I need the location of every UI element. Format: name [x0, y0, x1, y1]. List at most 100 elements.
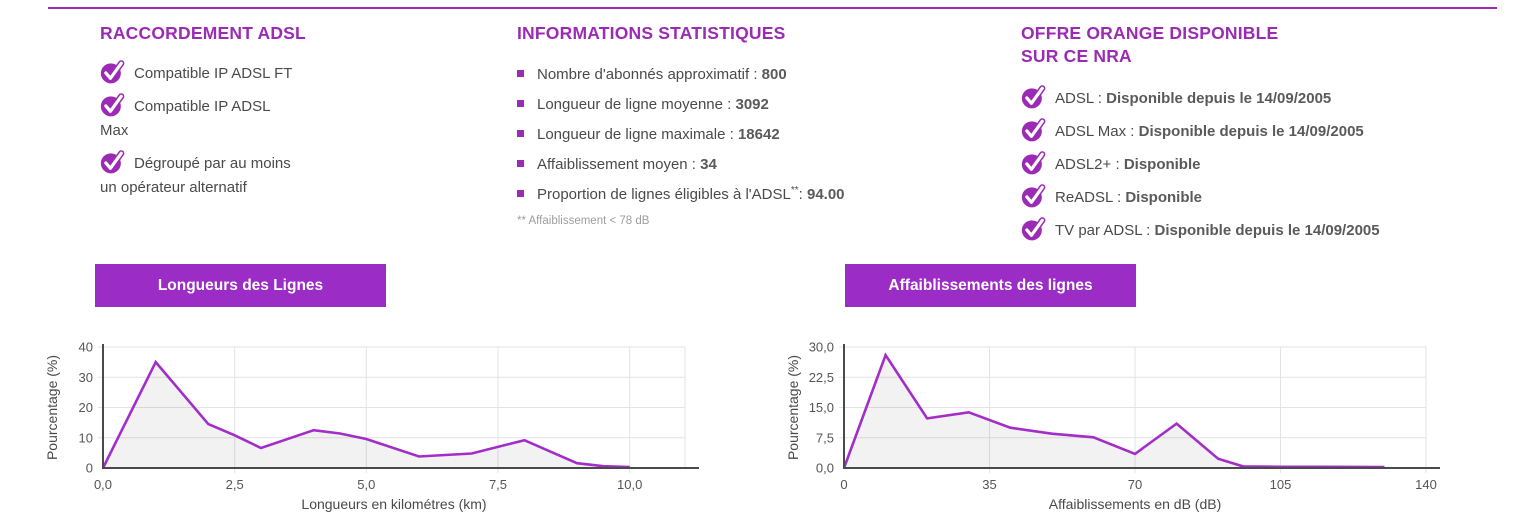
offre-list: ADSL : Disponible depuis le 14/09/2005 A… — [1021, 85, 1461, 242]
chart-line — [842, 352, 1385, 469]
stat-row: Longueur de ligne maximale : 18642 — [517, 121, 917, 145]
list-item: Compatible IP ADSL FT — [100, 60, 298, 86]
offre-value: Disponible depuis le 14/09/2005 — [1138, 123, 1364, 140]
bullet-icon — [517, 160, 524, 167]
x-tick-label: 7,5 — [489, 477, 507, 492]
offre-label: ReADSL — [1055, 189, 1113, 206]
x-axis-title: Affaiblissements en dB (dB) — [1049, 496, 1222, 512]
x-axis-title: Longueurs en kilométres (km) — [301, 496, 486, 512]
stats-footnote: ** Affaiblissement < 78 dB — [517, 215, 650, 227]
stat-sup: ** — [790, 185, 799, 196]
x-tick-label: 35 — [982, 477, 996, 492]
offre-value: Disponible depuis le 14/09/2005 — [1154, 222, 1380, 239]
offre-row: ADSL Max : Disponible depuis le 14/09/20… — [1021, 118, 1461, 143]
item-text: Compatible IP ADSL FT — [134, 65, 293, 82]
section-statistiques: INFORMATIONS STATISTIQUES Nombre d'abonn… — [517, 22, 917, 227]
stat-label: Nombre d'abonnés approximatif — [537, 66, 750, 83]
y-tick-label: 30,0 — [809, 340, 834, 355]
check-icon — [1021, 151, 1046, 175]
stat-separator: : — [725, 126, 738, 143]
section-title: RACCORDEMENT ADSL — [100, 23, 306, 43]
y-tick-label: 10 — [79, 430, 93, 445]
x-tick-label: 10,0 — [617, 477, 642, 492]
stat-label: Proportion de lignes éligibles à l'ADSL — [537, 186, 791, 203]
stat-value: 94.00 — [806, 186, 845, 203]
check-icon — [1021, 184, 1046, 208]
list-item: Dégroupé par au moins un opérateur alter… — [100, 150, 298, 200]
title-line2: SUR CE NRA — [1021, 46, 1132, 66]
item-text: Compatible IP ADSL Max — [100, 98, 270, 139]
check-icon — [1021, 85, 1046, 109]
x-tick-label: 105 — [1270, 477, 1292, 492]
bullet-icon — [517, 190, 524, 197]
y-tick-label: 30 — [79, 370, 93, 385]
item-text: Dégroupé par au moins un opérateur alter… — [100, 155, 291, 196]
stat-value: 18642 — [737, 126, 780, 143]
top-divider — [48, 7, 1497, 9]
offre-row: ADSL2+ : Disponible — [1021, 151, 1461, 176]
offre-separator: : — [1093, 90, 1107, 107]
y-tick-label: 7,5 — [816, 430, 834, 445]
y-tick-label: 40 — [79, 340, 93, 355]
offre-label: ADSL2+ — [1055, 156, 1112, 173]
x-tick-label: 140 — [1415, 477, 1437, 492]
chart-line — [101, 359, 630, 469]
bullet-icon — [517, 130, 524, 137]
y-tick-label: 22,5 — [809, 370, 834, 385]
bullet-icon — [517, 100, 524, 107]
stat-row: Longueur de ligne moyenne : 3092 — [517, 91, 917, 115]
x-tick-label: 70 — [1128, 477, 1142, 492]
stat-row: Affaiblissement moyen : 34 — [517, 151, 917, 175]
section-offre-orange: OFFRE ORANGE DISPONIBLE SUR CE NRA ADSL :… — [1021, 22, 1461, 250]
x-tick-label: 5,0 — [357, 477, 375, 492]
y-tick-label: 0,0 — [816, 461, 834, 476]
stat-row: Nombre d'abonnés approximatif : 800 — [517, 61, 917, 85]
y-axis-title: Pourcentage (%) — [45, 355, 60, 460]
list-item: Compatible IP ADSL Max — [100, 93, 298, 143]
stat-label: Longueur de ligne maximale — [537, 126, 726, 143]
line-lengths-chart: 0 10 20 30 40 0,0 2,5 5,0 7,5 10,0 Longueurs en ki… — [45, 340, 699, 512]
x-tick-label: 2,5 — [226, 477, 244, 492]
title-line1: OFFRE ORANGE DISPONIBLE — [1021, 23, 1279, 43]
offre-row: TV par ADSL : Disponible depuis le 14/09… — [1021, 217, 1461, 242]
stat-separator: : — [798, 186, 807, 203]
chart-area — [103, 362, 630, 468]
raccordement-list: Compatible IP ADSL FT Compatible IP ADSL… — [100, 60, 298, 200]
offre-value: Disponible depuis le 14/09/2005 — [1106, 90, 1332, 107]
section-raccordement: RACCORDEMENT ADSL Compatible IP ADSL FT … — [100, 22, 370, 207]
offre-row: ReADSL : Disponible — [1021, 184, 1461, 209]
check-icon — [1021, 118, 1046, 142]
x-tick-label: 0 — [840, 477, 847, 492]
offre-label: ADSL — [1055, 90, 1094, 107]
bullet-icon — [517, 70, 524, 77]
x-tick-label: 0,0 — [94, 477, 112, 492]
section-title: OFFRE ORANGE DISPONIBLE SUR CE NRA — [1021, 22, 1461, 68]
check-icon — [100, 93, 125, 117]
chart-title-button-line-lengths[interactable]: Longueurs des Lignes — [95, 264, 386, 307]
attenuation-chart: 0,0 7,5 15,0 22,5 30,0 0 35 70 105 140 Affaiblisse… — [786, 340, 1440, 512]
offre-separator: : — [1111, 156, 1124, 173]
y-tick-label: 0 — [86, 461, 93, 476]
stat-value: 3092 — [735, 96, 769, 113]
stat-label: Longueur de ligne moyenne — [537, 96, 723, 113]
offre-row: ADSL : Disponible depuis le 14/09/2005 — [1021, 85, 1461, 110]
chart-area — [844, 355, 1385, 468]
chart-title-button-attenuation[interactable]: Affaiblissements des lignes — [845, 264, 1136, 307]
y-tick-label: 20 — [79, 400, 93, 415]
stat-label: Affaiblissement moyen — [537, 156, 688, 173]
stat-value: 800 — [761, 66, 787, 83]
check-icon — [1021, 217, 1046, 241]
stat-value: 34 — [700, 156, 717, 173]
y-axis-title: Pourcentage (%) — [786, 355, 801, 460]
check-icon — [100, 60, 125, 84]
check-icon — [100, 150, 125, 174]
offre-value: Disponible — [1125, 189, 1202, 206]
stat-separator: : — [722, 96, 736, 113]
stat-separator: : — [687, 156, 701, 173]
offre-separator: : — [1141, 222, 1155, 239]
offre-label: ADSL Max — [1055, 123, 1127, 140]
stat-row: Proportion de lignes éligibles à l'ADSL*… — [517, 181, 917, 205]
offre-separator: : — [1126, 123, 1139, 140]
section-title: INFORMATIONS STATISTIQUES — [517, 23, 786, 43]
